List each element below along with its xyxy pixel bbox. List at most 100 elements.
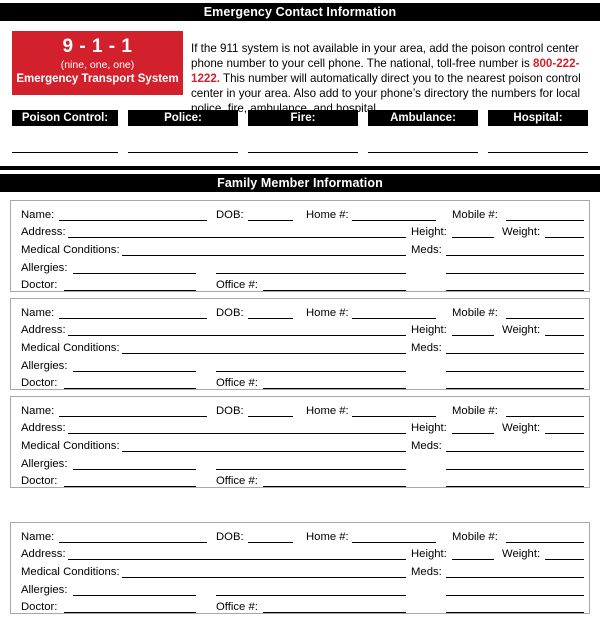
field-input-allergies-cont[interactable] [216,595,406,596]
field-input-weight[interactable] [545,335,584,336]
field-input-office-number[interactable] [263,388,406,389]
field-label-medical-conditions: Medical Conditions: [21,244,120,256]
field-input-doctor[interactable] [64,290,196,291]
field-input-address[interactable] [68,335,406,336]
field-input-dob[interactable] [248,542,293,543]
911-spelled-text: (nine, one, one) [60,59,135,71]
911-number-text: 9 - 1 - 1 [62,36,133,57]
field-input-doctor-right[interactable] [446,388,584,389]
field-input-doctor[interactable] [64,388,196,389]
field-label-weight: Weight: [502,548,541,560]
field-label-name: Name: [21,531,55,543]
field-input-doctor[interactable] [64,486,196,487]
field-label-address: Address: [21,324,66,336]
field-input-medical-conditions[interactable] [122,353,406,354]
field-input-allergies[interactable] [73,595,196,596]
field-label-doctor: Doctor: [21,279,58,291]
field-input-allergies-cont[interactable] [216,273,406,274]
field-input-weight[interactable] [545,559,584,560]
field-input-allergies[interactable] [73,273,196,274]
family-member-card: Name: DOB: Home #: Mobile #: Address: Height:… [10,522,590,614]
field-label-office-number: Office #: [216,279,258,291]
field-input-office-number[interactable] [263,612,406,613]
section-header-family-member-information: Family Member Information [0,174,600,192]
section-divider [0,166,600,170]
emergency-contact-write-in-row [12,152,588,155]
field-input-height[interactable] [452,559,494,560]
section-header-emergency-contact-information: Emergency Contact Information [0,3,600,21]
field-input-doctor-right[interactable] [446,290,584,291]
contact-label-ambulance: Ambulance: [368,110,478,126]
field-input-height[interactable] [452,237,494,238]
field-input-allergies[interactable] [73,469,196,470]
field-input-allergies-right[interactable] [446,273,584,274]
field-label-address: Address: [21,226,66,238]
field-input-home-number[interactable] [352,416,436,417]
field-input-home-number[interactable] [352,220,436,221]
field-input-medical-conditions[interactable] [122,255,406,256]
field-input-allergies-cont[interactable] [216,371,406,372]
field-input-allergies-right[interactable] [446,469,584,470]
field-label-allergies: Allergies: [21,360,68,372]
field-label-home-number: Home #: [306,531,349,543]
field-label-name: Name: [21,209,55,221]
field-input-address[interactable] [68,237,406,238]
field-input-height[interactable] [452,433,494,434]
field-input-mobile-number[interactable] [506,416,584,417]
contact-input-police[interactable] [128,152,238,153]
contact-input-hospital[interactable] [488,152,588,153]
contact-input-poisoncontrol[interactable] [12,152,118,153]
field-input-meds[interactable] [446,255,584,256]
contact-label-poisoncontrol: Poison Control: [12,110,118,126]
field-input-allergies-right[interactable] [446,371,584,372]
field-input-mobile-number[interactable] [506,220,584,221]
field-input-meds[interactable] [446,353,584,354]
field-label-home-number: Home #: [306,209,349,221]
field-input-doctor-right[interactable] [446,486,584,487]
field-input-height[interactable] [452,335,494,336]
field-input-dob[interactable] [248,416,293,417]
field-input-name[interactable] [59,318,207,319]
field-input-name[interactable] [59,220,207,221]
field-label-height: Height: [411,422,447,434]
field-input-home-number[interactable] [352,318,436,319]
field-label-meds: Meds: [411,566,442,578]
field-label-weight: Weight: [502,324,541,336]
field-input-home-number[interactable] [352,542,436,543]
field-input-mobile-number[interactable] [506,318,584,319]
field-label-address: Address: [21,422,66,434]
field-input-dob[interactable] [248,318,293,319]
field-label-medical-conditions: Medical Conditions: [21,566,120,578]
field-input-office-number[interactable] [263,290,406,291]
field-input-name[interactable] [59,416,207,417]
field-input-medical-conditions[interactable] [122,577,406,578]
field-input-address[interactable] [68,559,406,560]
field-label-office-number: Office #: [216,377,258,389]
field-input-doctor-right[interactable] [446,612,584,613]
field-input-doctor[interactable] [64,612,196,613]
field-input-allergies-cont[interactable] [216,469,406,470]
field-input-name[interactable] [59,542,207,543]
field-label-mobile-number: Mobile #: [452,209,498,221]
field-input-allergies[interactable] [73,371,196,372]
field-label-mobile-number: Mobile #: [452,405,498,417]
field-input-allergies-right[interactable] [446,595,584,596]
field-label-office-number: Office #: [216,475,258,487]
field-input-office-number[interactable] [263,486,406,487]
paragraph-text-after-phone: This number will automatically direct yo… [191,72,581,116]
field-input-dob[interactable] [248,220,293,221]
field-input-address[interactable] [68,433,406,434]
field-label-doctor: Doctor: [21,475,58,487]
contact-input-fire[interactable] [248,152,358,153]
field-input-mobile-number[interactable] [506,542,584,543]
field-input-medical-conditions[interactable] [122,451,406,452]
contact-input-ambulance[interactable] [368,152,478,153]
field-label-height: Height: [411,226,447,238]
contact-label-fire: Fire: [248,110,358,126]
field-input-weight[interactable] [545,237,584,238]
field-input-meds[interactable] [446,451,584,452]
contact-label-police: Police: [128,110,238,126]
field-input-weight[interactable] [545,433,584,434]
field-input-meds[interactable] [446,577,584,578]
